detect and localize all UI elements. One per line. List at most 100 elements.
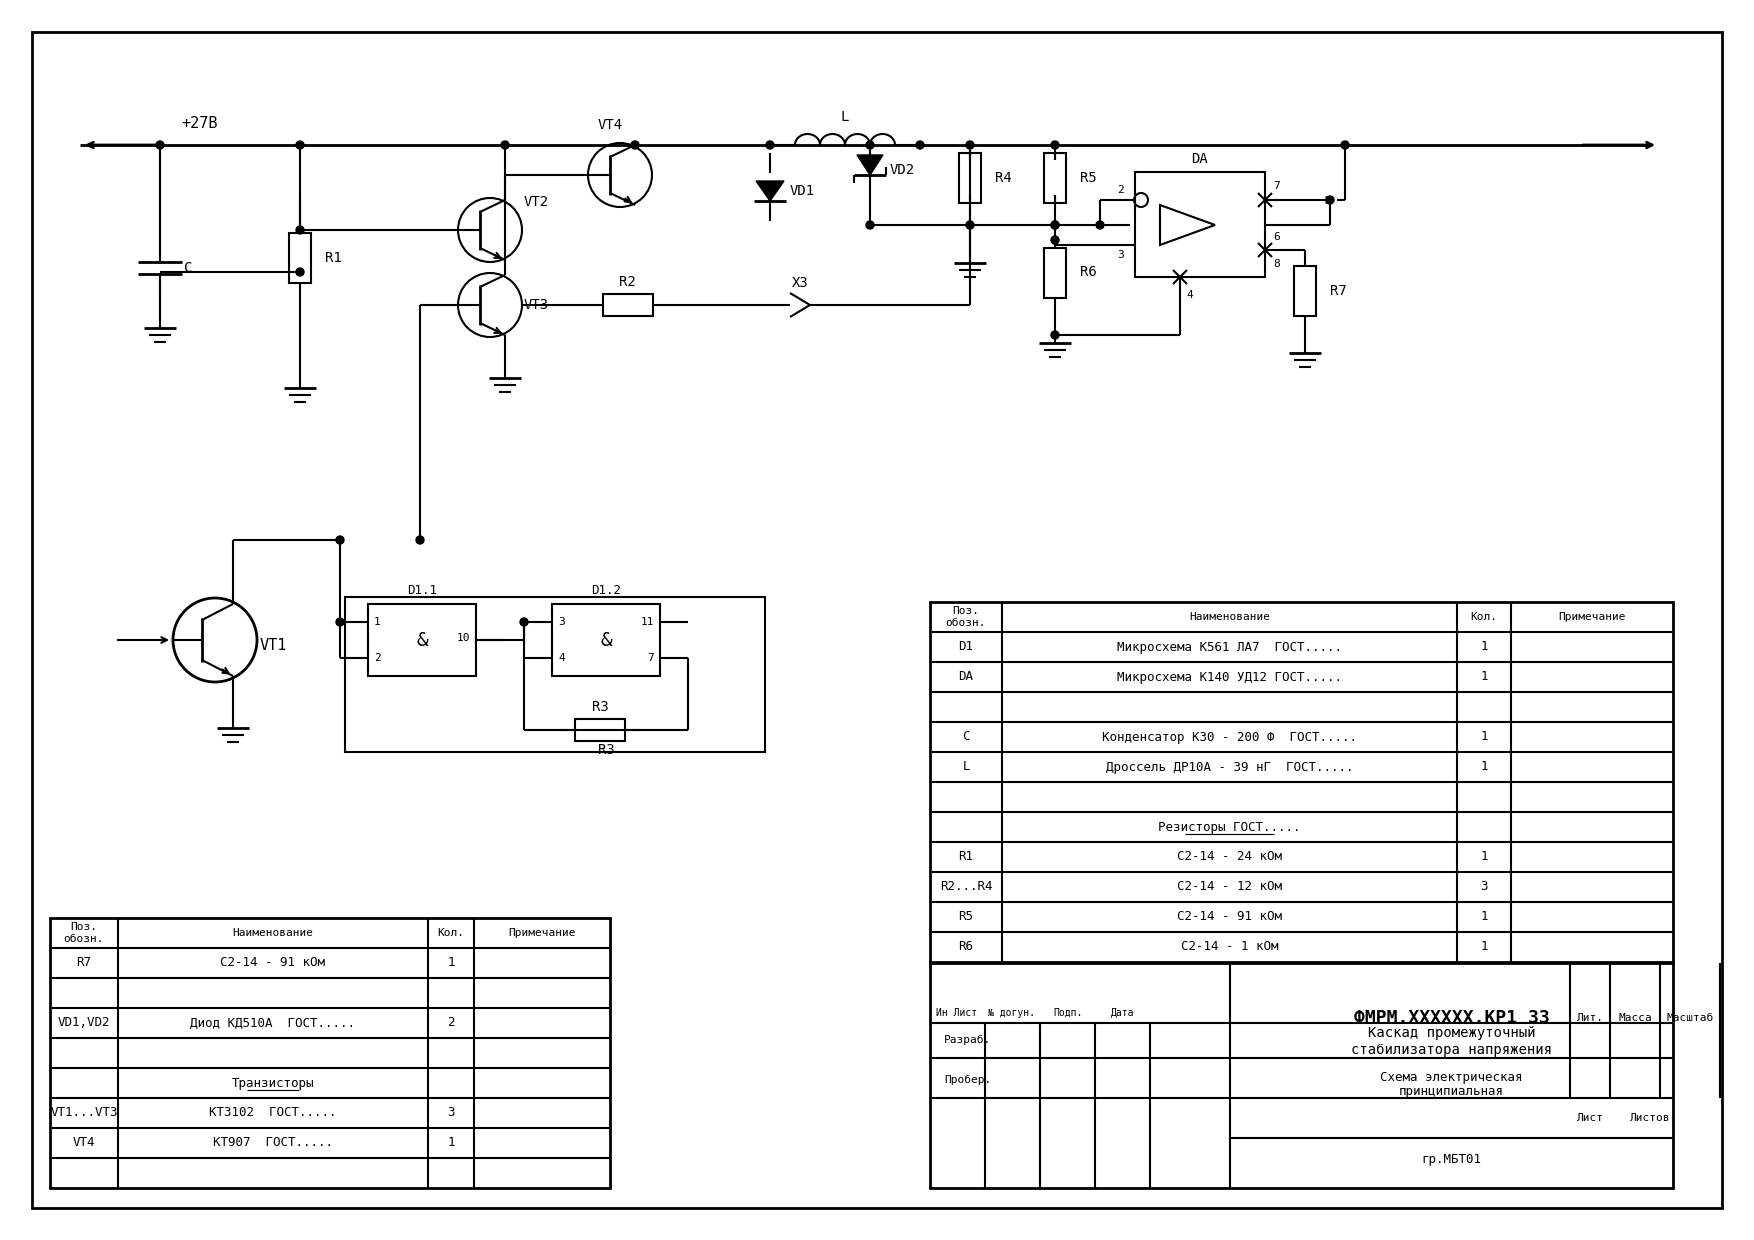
- Text: R1: R1: [324, 250, 342, 264]
- Text: КТ3102  ГОСТ.....: КТ3102 ГОСТ.....: [209, 1106, 337, 1120]
- Text: VD1,VD2: VD1,VD2: [58, 1017, 111, 1029]
- Bar: [575, 719, 624, 742]
- Circle shape: [631, 141, 638, 149]
- Text: Масштаб: Масштаб: [1666, 1013, 1714, 1023]
- Circle shape: [416, 536, 424, 544]
- Circle shape: [1051, 221, 1059, 229]
- Circle shape: [337, 536, 344, 544]
- Circle shape: [519, 618, 528, 626]
- Text: R1: R1: [958, 851, 973, 863]
- Text: ФМРМ.XXXXXX.КР1 ЗЗ: ФМРМ.XXXXXX.КР1 ЗЗ: [1354, 1009, 1549, 1027]
- Circle shape: [966, 221, 973, 229]
- Text: VD1: VD1: [789, 184, 814, 198]
- Circle shape: [1326, 196, 1335, 205]
- Circle shape: [1096, 221, 1103, 229]
- Text: 3: 3: [447, 1106, 454, 1120]
- Text: VT1...VT3: VT1...VT3: [51, 1106, 118, 1120]
- Circle shape: [296, 226, 303, 234]
- Text: VT2: VT2: [523, 195, 549, 210]
- Text: 1: 1: [1480, 730, 1487, 744]
- Text: 1: 1: [1480, 760, 1487, 774]
- Bar: [553, 604, 660, 676]
- Text: Кол.: Кол.: [437, 928, 465, 937]
- Text: &: &: [600, 630, 612, 650]
- Text: R6: R6: [958, 940, 973, 954]
- Text: 1: 1: [447, 956, 454, 970]
- Bar: [930, 601, 1673, 962]
- Circle shape: [1051, 221, 1059, 229]
- Text: Поз.
обозн.: Поз. обозн.: [945, 606, 986, 627]
- Bar: [1135, 172, 1265, 277]
- Text: Конденсатор К30 - 200 Ф  ГОСТ.....: Конденсатор К30 - 200 Ф ГОСТ.....: [1102, 730, 1358, 744]
- Circle shape: [866, 221, 873, 229]
- Circle shape: [502, 141, 509, 149]
- Bar: [603, 294, 652, 316]
- Text: Примечание: Примечание: [1558, 613, 1626, 622]
- Circle shape: [766, 141, 774, 149]
- Bar: [346, 596, 765, 751]
- Text: R2...R4: R2...R4: [940, 880, 993, 894]
- Text: Листов: Листов: [1629, 1114, 1670, 1123]
- Circle shape: [1051, 236, 1059, 244]
- Circle shape: [866, 141, 873, 149]
- Text: гр.МБТ01: гр.МБТ01: [1421, 1153, 1482, 1167]
- Text: Подп.: Подп.: [1054, 1008, 1082, 1018]
- Text: 1: 1: [374, 618, 381, 627]
- Text: Схема электрическая: Схема электрическая: [1380, 1071, 1522, 1085]
- Text: Наименование: Наименование: [1189, 613, 1270, 622]
- Text: Каскад промежуточный: Каскад промежуточный: [1368, 1025, 1535, 1040]
- Text: L: L: [963, 760, 970, 774]
- Text: L: L: [840, 110, 849, 124]
- Text: DA: DA: [958, 671, 973, 683]
- Circle shape: [1051, 331, 1059, 339]
- Text: R3: R3: [591, 701, 609, 714]
- Circle shape: [296, 268, 303, 277]
- Polygon shape: [756, 181, 784, 201]
- Text: Резисторы ГОСТ.....: Резисторы ГОСТ.....: [1158, 821, 1301, 833]
- Text: R5: R5: [958, 910, 973, 924]
- Circle shape: [1342, 141, 1349, 149]
- Text: стабилизатора напряжения: стабилизатора напряжения: [1351, 1043, 1552, 1056]
- Text: Кол.: Кол.: [1470, 613, 1498, 622]
- Bar: [289, 233, 310, 283]
- Text: 1: 1: [1480, 641, 1487, 653]
- Text: № догун.: № догун.: [989, 1008, 1035, 1018]
- Text: 1: 1: [1480, 671, 1487, 683]
- Text: Разраб.: Разраб.: [944, 1035, 991, 1045]
- Text: C: C: [963, 730, 970, 744]
- Bar: [368, 604, 475, 676]
- Text: 1: 1: [1480, 851, 1487, 863]
- Text: Масса: Масса: [1619, 1013, 1652, 1023]
- Text: R3: R3: [598, 743, 614, 756]
- Text: 11: 11: [640, 618, 654, 627]
- Circle shape: [337, 618, 344, 626]
- Text: Дроссель ДР10А - 39 нГ  ГОСТ.....: Дроссель ДР10А - 39 нГ ГОСТ.....: [1105, 760, 1354, 774]
- Circle shape: [296, 141, 303, 149]
- Text: 4: 4: [558, 653, 565, 663]
- Text: D1: D1: [958, 641, 973, 653]
- Text: DA: DA: [1191, 153, 1209, 166]
- Circle shape: [966, 141, 973, 149]
- Bar: [1044, 248, 1066, 298]
- Text: VT4: VT4: [72, 1137, 95, 1149]
- Text: 3: 3: [1117, 250, 1124, 260]
- Text: VT4: VT4: [598, 118, 623, 131]
- Text: +27В: +27В: [182, 115, 217, 130]
- Text: &: &: [416, 630, 428, 650]
- Text: Дата: Дата: [1112, 1008, 1135, 1018]
- Circle shape: [916, 141, 924, 149]
- Circle shape: [156, 141, 165, 149]
- Text: Транзисторы: Транзисторы: [232, 1076, 314, 1090]
- Text: 3: 3: [1480, 880, 1487, 894]
- Text: 7: 7: [1273, 181, 1280, 191]
- Text: C: C: [184, 260, 193, 275]
- Text: С2-14 - 91 кОм: С2-14 - 91 кОм: [1177, 910, 1282, 924]
- Text: Примечание: Примечание: [509, 928, 575, 937]
- Text: С2-14 - 12 кОм: С2-14 - 12 кОм: [1177, 880, 1282, 894]
- Text: R5: R5: [1080, 170, 1096, 185]
- Text: С2-14 - 91 кОм: С2-14 - 91 кОм: [221, 956, 326, 970]
- Text: 3: 3: [558, 618, 565, 627]
- Text: 2: 2: [1117, 185, 1124, 195]
- Text: Диод КД510А  ГОСТ.....: Диод КД510А ГОСТ.....: [191, 1017, 356, 1029]
- Text: КТ907  ГОСТ.....: КТ907 ГОСТ.....: [212, 1137, 333, 1149]
